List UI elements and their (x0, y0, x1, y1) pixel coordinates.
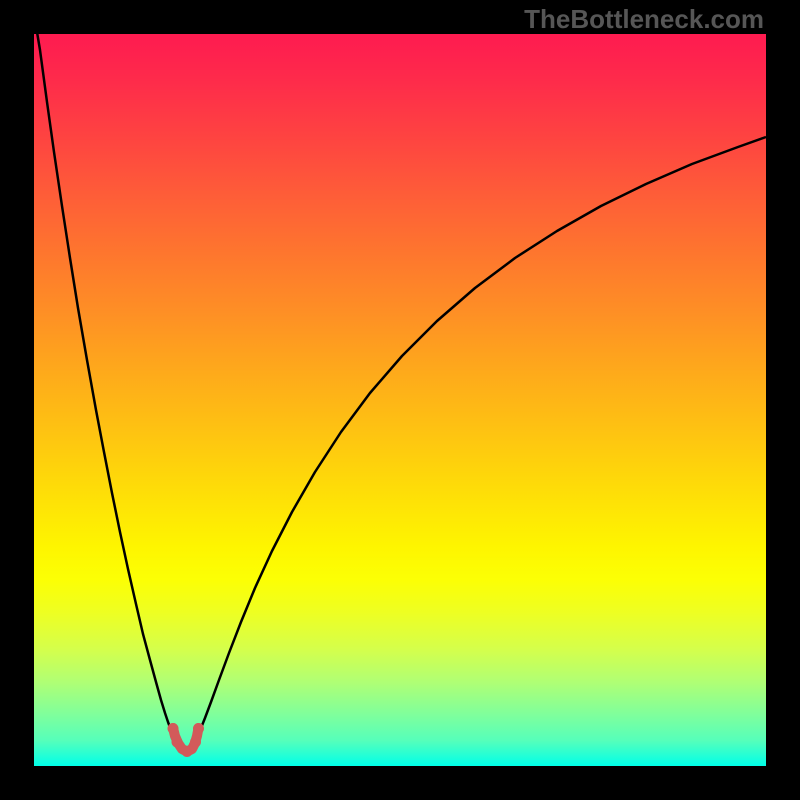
watermark-text: TheBottleneck.com (524, 4, 764, 35)
plot-area (34, 34, 766, 766)
chart-canvas: TheBottleneck.com (0, 0, 800, 800)
curve-overlay (0, 0, 800, 800)
